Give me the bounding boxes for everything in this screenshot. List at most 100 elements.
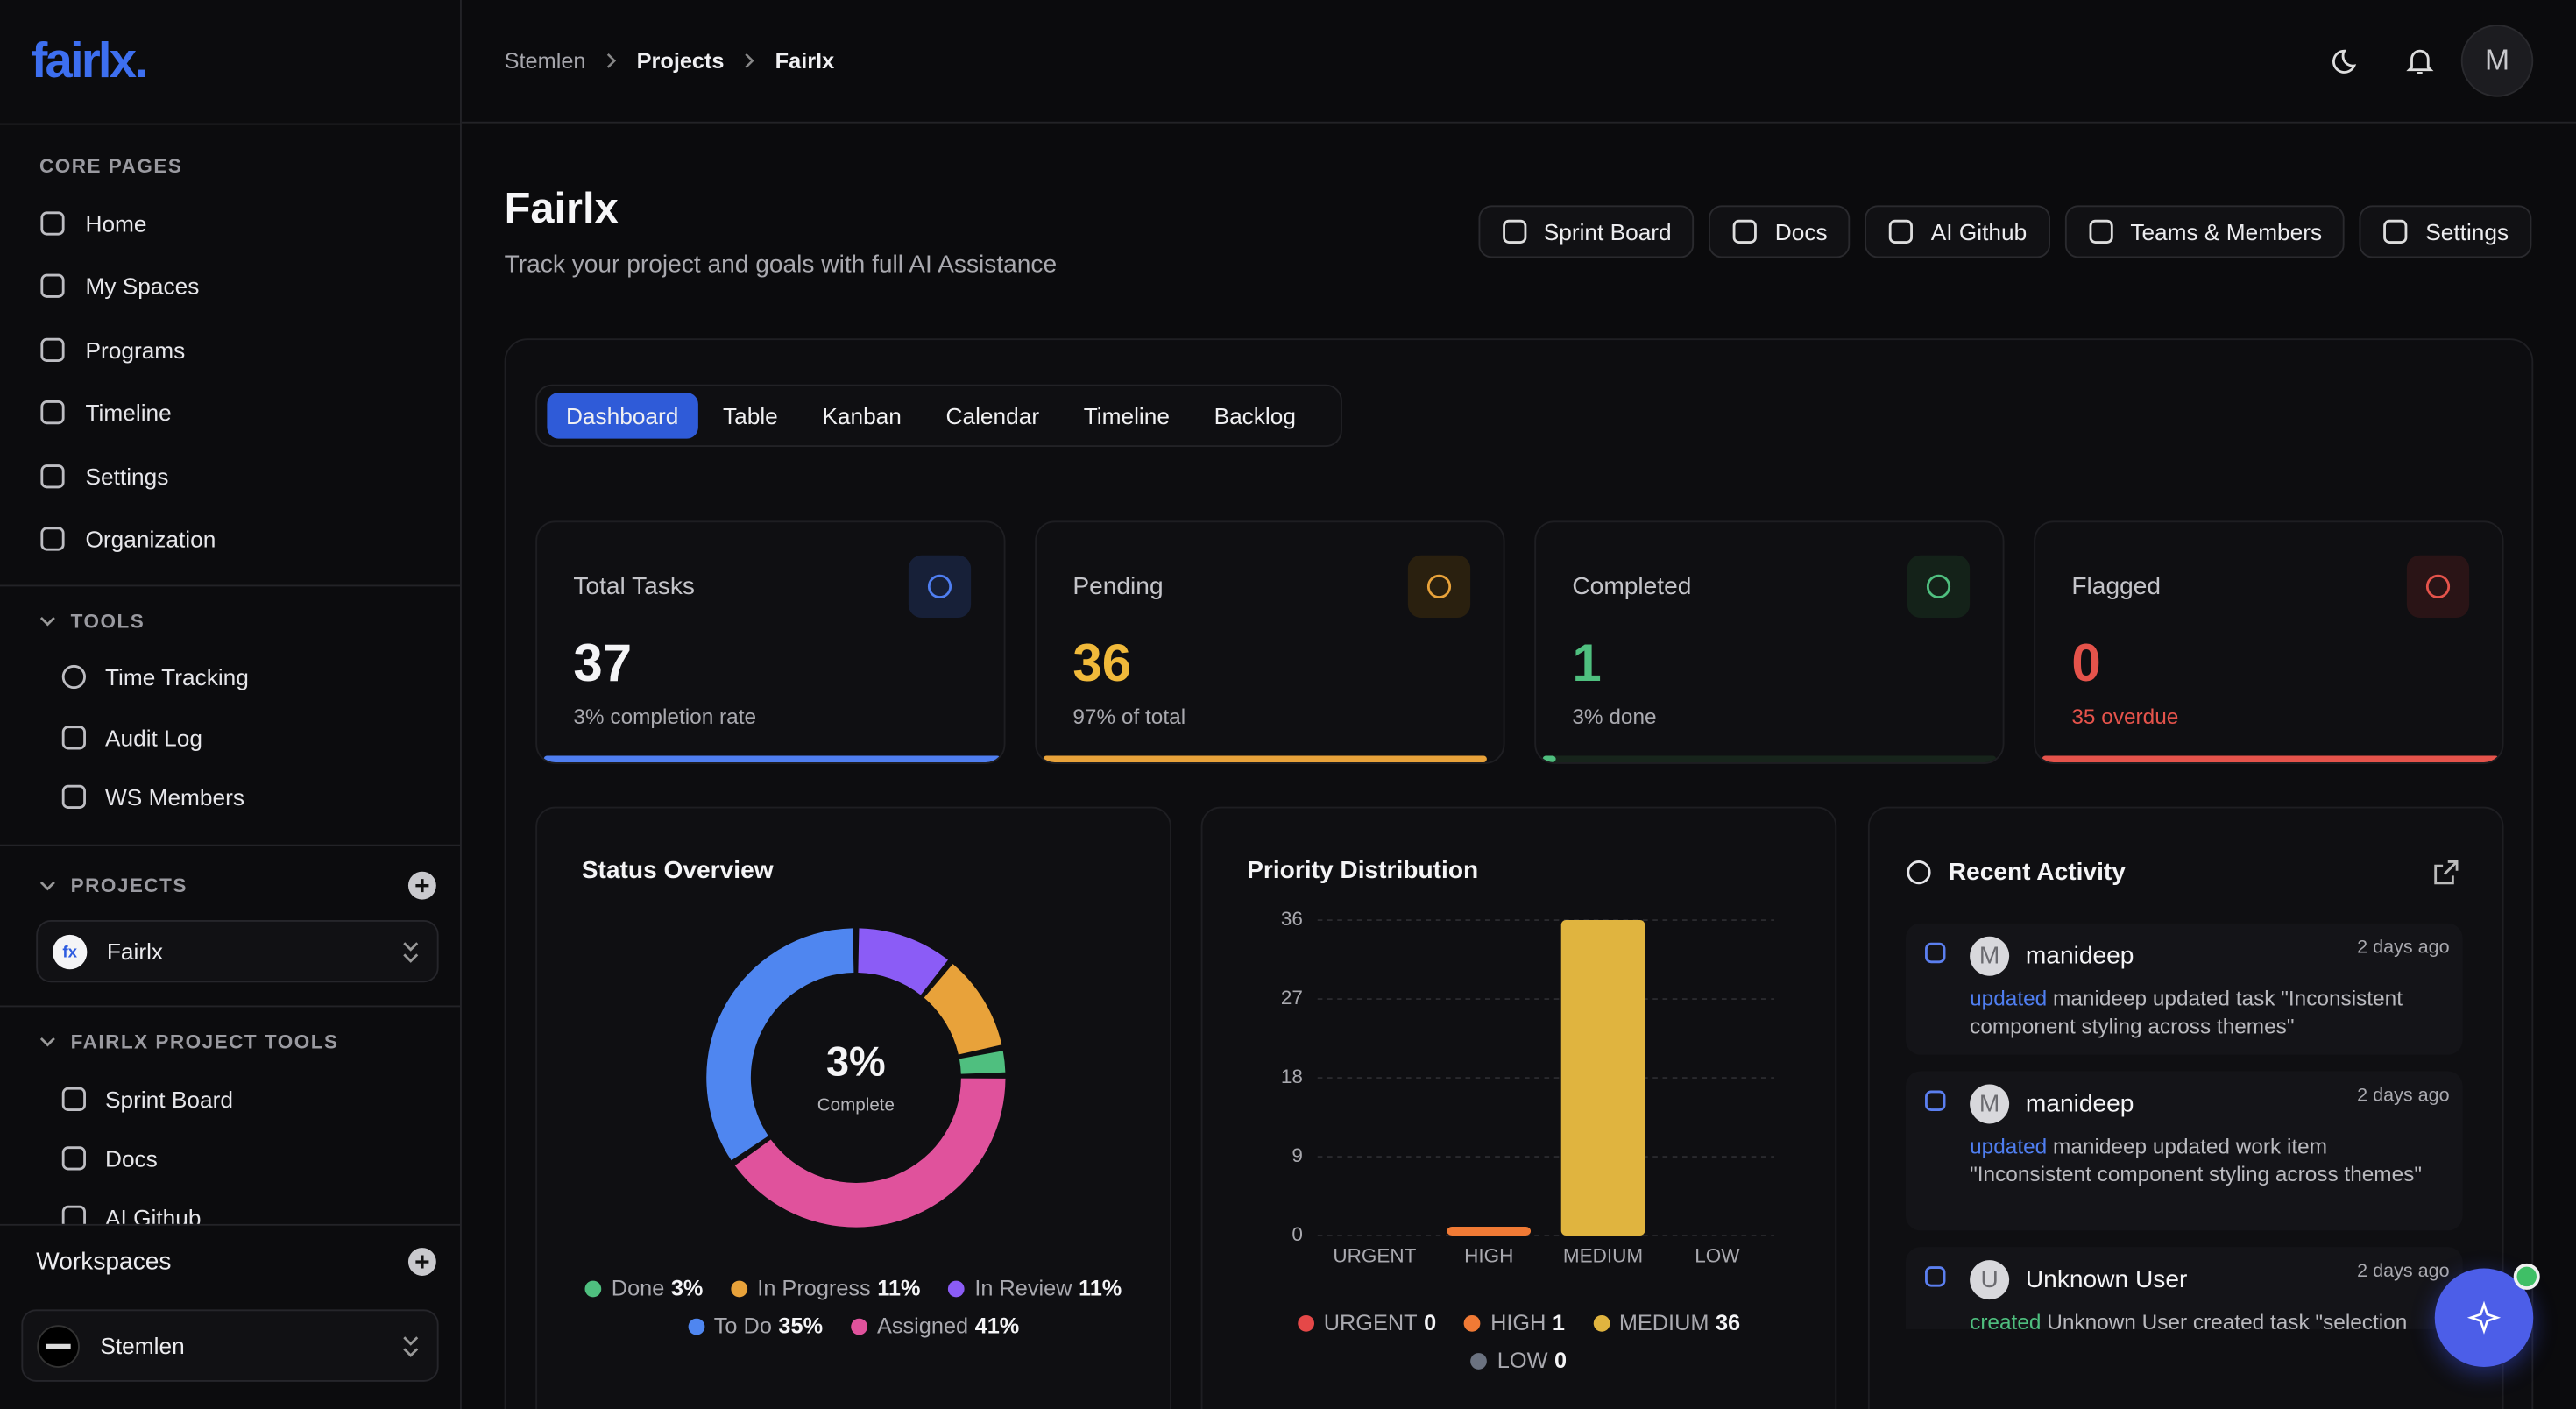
tab[interactable]: Table [723,402,778,429]
icon [61,784,86,809]
action-label: Docs [1774,218,1828,245]
breadcrumb-separator [744,53,754,68]
theme-toggle[interactable] [2332,46,2363,76]
divider [0,844,460,846]
stat-value: 37 [573,633,633,693]
icon-shape [40,274,65,299]
breadcrumb-item[interactable]: Fairlx [775,48,835,74]
activity-time: 2 days ago [2357,938,2450,959]
nav-item[interactable]: Organization [85,526,216,552]
nav-item[interactable]: Programs [85,336,186,363]
add-button[interactable] [407,871,437,901]
nav-item[interactable]: Settings [85,462,169,489]
legend-swatch [948,1279,966,1297]
activity-title: Recent Activity [1948,858,2126,887]
icon [2383,219,2409,244]
activity-description: manideep updated task "Inconsistent comp… [1970,986,2403,1038]
icon-shape [2425,574,2451,598]
legend-item: MEDIUM 36 [1592,1310,1740,1335]
logo: fairlx. [31,34,148,89]
action-button[interactable]: Teams & Members [2064,205,2346,258]
stat-progress-track [1542,755,1997,762]
stat-label: Completed [1572,572,1692,601]
icon [1925,1090,1946,1111]
activity-action: created [1970,1309,2042,1329]
legend-item: LOW 0 [1470,1348,1567,1373]
legend-swatch [687,1317,704,1335]
action-label: AI Github [1930,218,2028,245]
activity-action: updated [1970,986,2048,1011]
x-tick-label: HIGH [1464,1244,1513,1266]
icon [61,1146,86,1171]
activity-description: Unknown User created task "selection [2047,1309,2408,1329]
avatar-initial: M [1978,1090,2000,1118]
tab[interactable]: Calendar [945,402,1040,429]
nav-item[interactable]: AI Github [105,1204,202,1224]
y-tick-label: 27 [1281,987,1303,1009]
workspace-selector[interactable]: Stemlen [21,1309,439,1382]
nav-item[interactable]: WS Members [105,783,244,811]
stat-card: Pending 36 97% of total [1035,520,1505,764]
icon [61,1087,86,1111]
nav-item[interactable]: Audit Log [105,723,202,750]
user-avatar[interactable]: M [2460,25,2534,97]
icon-shape [1925,942,1946,964]
tab[interactable]: Backlog [1214,402,1296,429]
y-tick-label: 18 [1281,1066,1303,1087]
top-bar: Stemlen Projects Fairlx M [461,0,2576,124]
legend-row: URGENT 0 HIGH 1 MEDIUM 36 [1203,1310,1836,1335]
icon [1426,574,1452,598]
nav-item[interactable]: Timeline [85,399,172,426]
legend-swatch [731,1279,748,1297]
workspace-logo [37,1325,80,1368]
divider [0,1223,460,1226]
donut-segment [924,964,1002,1056]
icon-shape [1925,1266,1946,1287]
project-logo-bg [53,934,88,970]
divider [0,123,460,125]
legend-row: To Do 35% Assigned 41% [537,1313,1170,1338]
tab[interactable]: Timeline [1083,402,1170,429]
stat-icon [2406,555,2470,618]
nav-item[interactable]: Sprint Board [105,1086,233,1113]
nav-item[interactable]: My Spaces [85,273,200,300]
nav-item[interactable]: Home [85,210,147,237]
legend-label: Done [611,1275,665,1301]
nav-item[interactable]: Docs [105,1144,158,1172]
action-button[interactable]: AI Github [1865,205,2050,258]
breadcrumb-item[interactable]: Stemlen [504,48,586,74]
icon [40,400,65,425]
project-selector[interactable]: fx Fairlx [36,920,439,983]
breadcrumb-item[interactable]: Projects [636,48,725,74]
workspaces-heading: Workspaces [36,1248,172,1276]
icon-shape [40,400,65,425]
icon-shape [1426,574,1452,598]
action-label: Teams & Members [2130,218,2323,245]
legend-item: In Review 11% [948,1276,1122,1300]
action-button[interactable]: Sprint Board [1477,205,1695,258]
notifications[interactable] [2405,46,2435,76]
stat-label: Pending [1072,572,1164,601]
tab-active[interactable]: Dashboard [547,393,697,439]
chevron-line [39,881,55,891]
stat-card: Total Tasks 37 3% completion rate [535,520,1006,764]
open-external[interactable] [2433,860,2459,886]
stat-progress [1043,755,1487,762]
project-name: Fairlx [106,938,164,965]
divider [0,584,460,587]
stat-icon [1407,555,1471,618]
action-button[interactable]: Docs [1709,205,1851,258]
legend-value: 0 [1424,1310,1437,1335]
legend-item: In Progress 11% [731,1276,920,1300]
action-button[interactable]: Settings [2360,205,2532,258]
project-tools-list: Sprint Board Docs AI Github [0,1068,460,1224]
x-tick-label: URGENT [1333,1244,1416,1266]
icon [1889,219,1914,244]
add-button[interactable] [407,1247,437,1277]
icon-shape [61,1205,86,1224]
tab[interactable]: Kanban [822,402,902,429]
nav-item[interactable]: Time Tracking [105,663,249,690]
